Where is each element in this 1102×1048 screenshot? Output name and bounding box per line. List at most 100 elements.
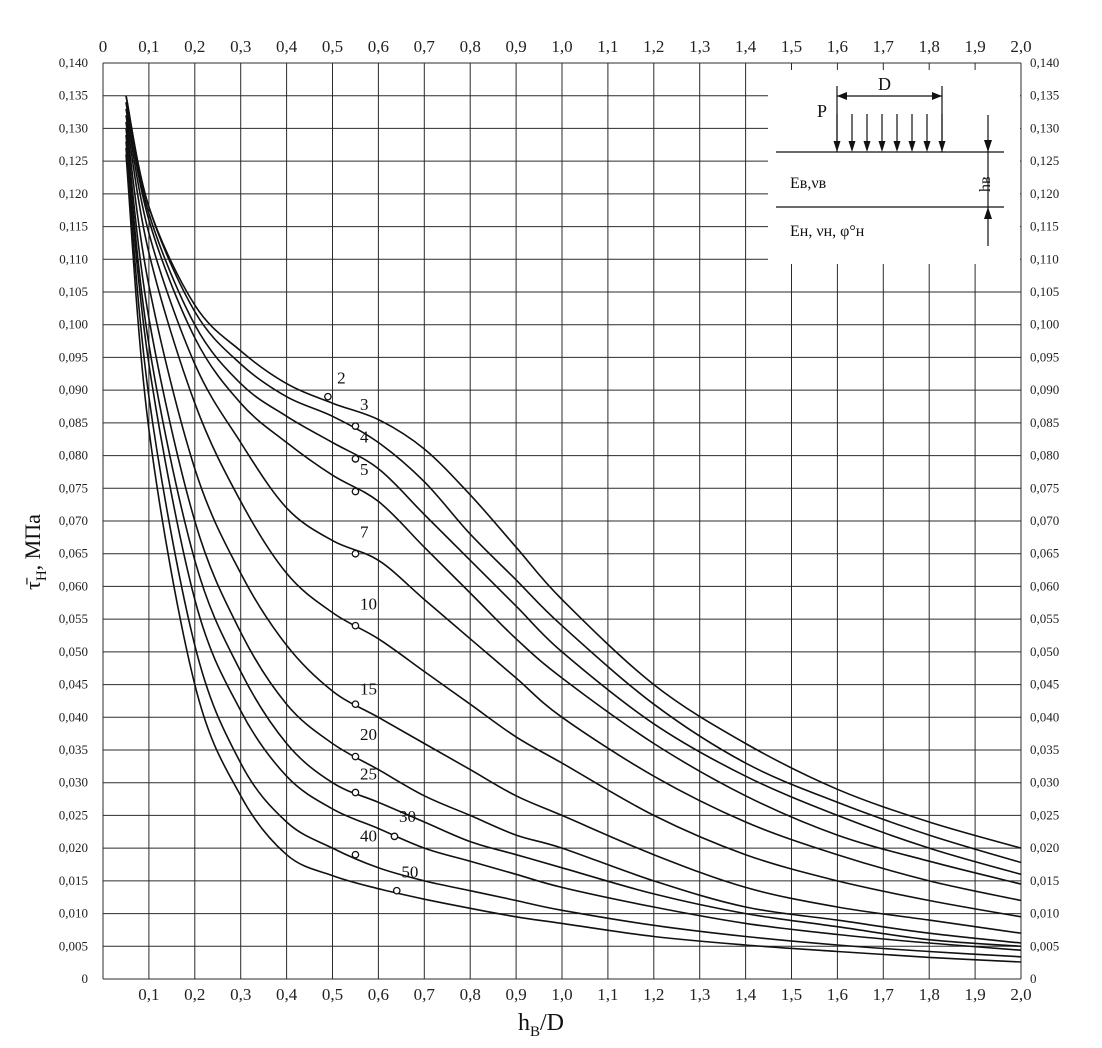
y-tick-label-left: 0,120 [59, 186, 88, 201]
d-arrow-right [932, 92, 942, 100]
layer-diagram: D P Eв,νв Eн, νн, φ°н hв [768, 70, 1020, 264]
x-tick-label-top: 0,3 [230, 37, 251, 56]
load-arrow-head [848, 141, 856, 152]
curve-10 [125, 115, 1022, 918]
x-tick-label-bottom: 1,7 [873, 985, 895, 1004]
x-tick-label-top: 0,6 [368, 37, 389, 56]
tick-labels: 0 0,1 0,2 0,3 0,4 0,5 0,6 0,7 0,8 0,9 1,0 1,1 1,2 1,3… [59, 37, 1060, 1004]
y-tick-label-right: 0,095 [1030, 349, 1059, 364]
curve-marker-40 [351, 850, 360, 859]
x-tick-label-top: 1,9 [964, 37, 985, 56]
load-arrow-head [923, 141, 931, 152]
p-label: P [817, 101, 827, 121]
y-tick-label-right: 0,020 [1030, 840, 1059, 855]
x-tick-label-top: 0,9 [505, 37, 526, 56]
y-tick-label-right: 0,065 [1030, 546, 1059, 561]
y-tick-label-left: 0,045 [59, 677, 88, 692]
y-tick-label-left: 0,140 [59, 55, 88, 70]
curve-label-3: 3 [360, 395, 369, 414]
curve-label-15: 15 [360, 679, 377, 698]
y-tick-label-right: 0,005 [1030, 938, 1059, 953]
x-tick-label-bottom: 1,0 [551, 985, 572, 1004]
x-tick-label-top: 0,8 [460, 37, 481, 56]
y-tick-label-right: 0,085 [1030, 415, 1059, 430]
load-arrows [833, 114, 946, 152]
y-tick-label-left: 0,100 [59, 317, 88, 332]
y-tick-label-right: 0,030 [1030, 775, 1059, 790]
y-tick-label-left: 0,010 [59, 906, 88, 921]
curve-4 [125, 102, 1022, 876]
y-tick-label-right: 0,035 [1030, 742, 1059, 757]
curve-label-20: 20 [360, 725, 377, 744]
load-arrow-head [908, 141, 916, 152]
curve-marker-3 [351, 422, 360, 430]
load-arrow-head [833, 141, 841, 152]
x-tick-label-bottom: 1,1 [597, 985, 618, 1004]
y-tick-label-left: 0,025 [59, 807, 88, 822]
curve-3 [125, 95, 1022, 864]
curve-label-7: 7 [360, 522, 369, 541]
x-tick-label-bottom: 0,7 [414, 985, 436, 1004]
y-tick-label-left: 0,060 [59, 578, 88, 593]
thickness-arrow-bottom [984, 207, 992, 219]
curve-marker-4 [351, 454, 360, 463]
x-tick-label-bottom: 0,5 [322, 985, 343, 1004]
y-tick-label-right: 0,140 [1030, 55, 1059, 70]
x-tick-label-top: 0,4 [276, 37, 298, 56]
thickness-label: hв [977, 176, 994, 192]
y-tick-label-right: 0,015 [1030, 873, 1059, 888]
y-tick-label-left: 0,105 [59, 284, 88, 299]
curve-marker-2 [324, 392, 332, 401]
d-arrow-left [837, 92, 847, 100]
y-tick-label-right: 0,080 [1030, 448, 1059, 463]
x-tick-label-bottom: 0,2 [184, 985, 205, 1004]
x-tick-label-top: 1,7 [873, 37, 895, 56]
y-tick-label-left: 0,055 [59, 611, 88, 626]
y-tick-label-right: 0,105 [1030, 284, 1059, 299]
y-tick-label-left: 0,130 [59, 120, 88, 135]
y-tick-label-right: 0,125 [1030, 153, 1059, 168]
x-tick-label-top: 1,3 [689, 37, 710, 56]
curve-marker-10 [351, 621, 360, 630]
curve-label-40: 40 [360, 827, 377, 846]
curve-marker-25 [351, 788, 360, 797]
y-tick-label-right: 0,090 [1030, 382, 1059, 397]
y-tick-label-right: 0,070 [1030, 513, 1059, 528]
curve-40 [125, 148, 1022, 958]
x-tick-label-bottom: 1,6 [827, 985, 848, 1004]
y-tick-label-left: 0,070 [59, 513, 88, 528]
y-tick-label-left: 0,110 [59, 251, 88, 266]
x-tick-label-bottom: 0,6 [368, 985, 389, 1004]
curve-marker-7 [351, 549, 360, 558]
x-tick-label-bottom: 1,9 [964, 985, 985, 1004]
x-tick-label-top: 1,4 [735, 37, 757, 56]
load-arrow-head [938, 141, 946, 152]
x-tick-label-bottom: 0,9 [505, 985, 526, 1004]
curve-label-30: 30 [399, 807, 416, 826]
curve-marker-15 [351, 700, 360, 709]
x-tick-label-top: 1,2 [643, 37, 664, 56]
x-tick-label-bottom: 0,1 [138, 985, 159, 1004]
curve-30 [125, 141, 1022, 951]
x-tick-label-bottom: 1,3 [689, 985, 710, 1004]
curve-25 [125, 134, 1022, 948]
y-tick-label-right: 0,060 [1030, 578, 1059, 593]
curve-marker-20 [351, 752, 360, 761]
curve-label-50: 50 [401, 863, 418, 882]
y-tick-label-right: 0,135 [1030, 88, 1059, 103]
y-tick-label-left: 0 [82, 971, 89, 986]
y-tick-label-right: 0,050 [1030, 644, 1059, 659]
y-tick-label-right: 0,100 [1030, 317, 1059, 332]
curve-label-5: 5 [360, 460, 369, 479]
x-tick-label-bottom: 0,3 [230, 985, 251, 1004]
curve-50 [125, 154, 1022, 963]
y-tick-label-right: 0 [1030, 971, 1037, 986]
curve-2 [125, 95, 1022, 849]
y-tick-label-right: 0,055 [1030, 611, 1059, 626]
x-tick-label-top: 0 [99, 37, 108, 56]
x-tick-label-bottom: 0,8 [460, 985, 481, 1004]
x-tick-label-bottom: 1,4 [735, 985, 757, 1004]
curves: 23 4 5 7 10 15 20 25 30 40 50 [125, 95, 1022, 963]
y-tick-label-right: 0,010 [1030, 906, 1059, 921]
curve-label-10: 10 [360, 594, 377, 613]
